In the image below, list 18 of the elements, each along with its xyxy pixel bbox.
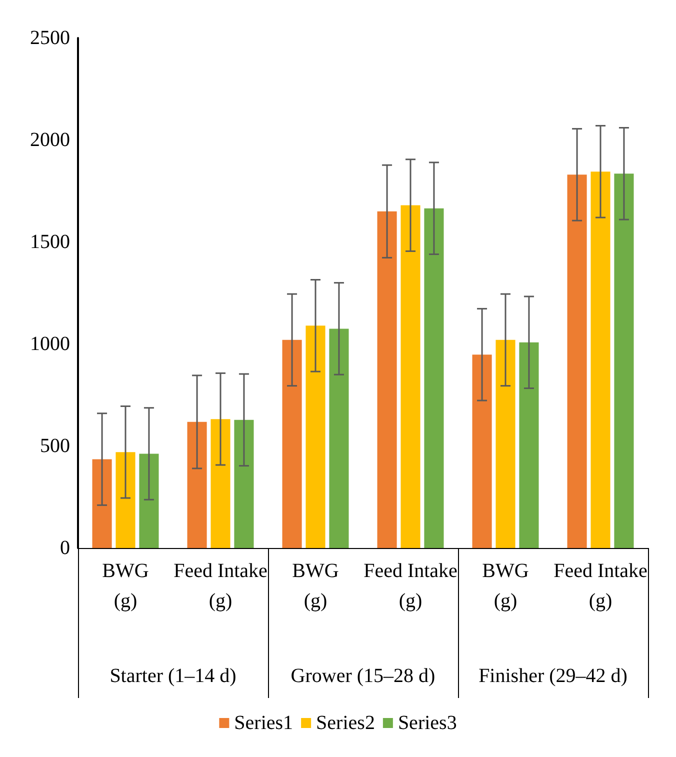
x-tick-label: Feed Intake (g) xyxy=(554,560,648,612)
x-tick-label: BWG (g) xyxy=(102,560,149,612)
x-tick-label: BWG (g) xyxy=(292,560,339,612)
y-tick-label: 1500 xyxy=(30,231,70,253)
text: Finisher (29–42 d) xyxy=(478,665,628,687)
legend-label: Series2 xyxy=(316,712,375,734)
text: Grower (15–28 d) xyxy=(290,665,436,687)
y-tick-label: 500 xyxy=(40,435,70,457)
y-tick-label: 0 xyxy=(60,537,70,559)
legend-label: Series1 xyxy=(234,712,294,734)
text: Starter (1–14 d) xyxy=(110,665,236,687)
y-tick-label: 2000 xyxy=(30,129,70,151)
legend-label: Series3 xyxy=(398,712,457,734)
y-tick-label: 1000 xyxy=(30,333,70,355)
x-tick-label: Feed Intake (g) xyxy=(174,560,268,612)
x-tick-label: BWG (g) xyxy=(482,560,529,612)
x-tick-label: Feed Intake (g) xyxy=(364,560,458,612)
y-tick-label: 2500 xyxy=(30,27,70,49)
